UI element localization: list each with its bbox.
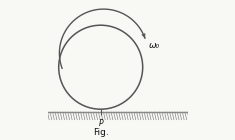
Text: Fig.: Fig. xyxy=(93,128,109,137)
Text: ω₀: ω₀ xyxy=(149,41,160,50)
Text: P: P xyxy=(98,119,103,128)
